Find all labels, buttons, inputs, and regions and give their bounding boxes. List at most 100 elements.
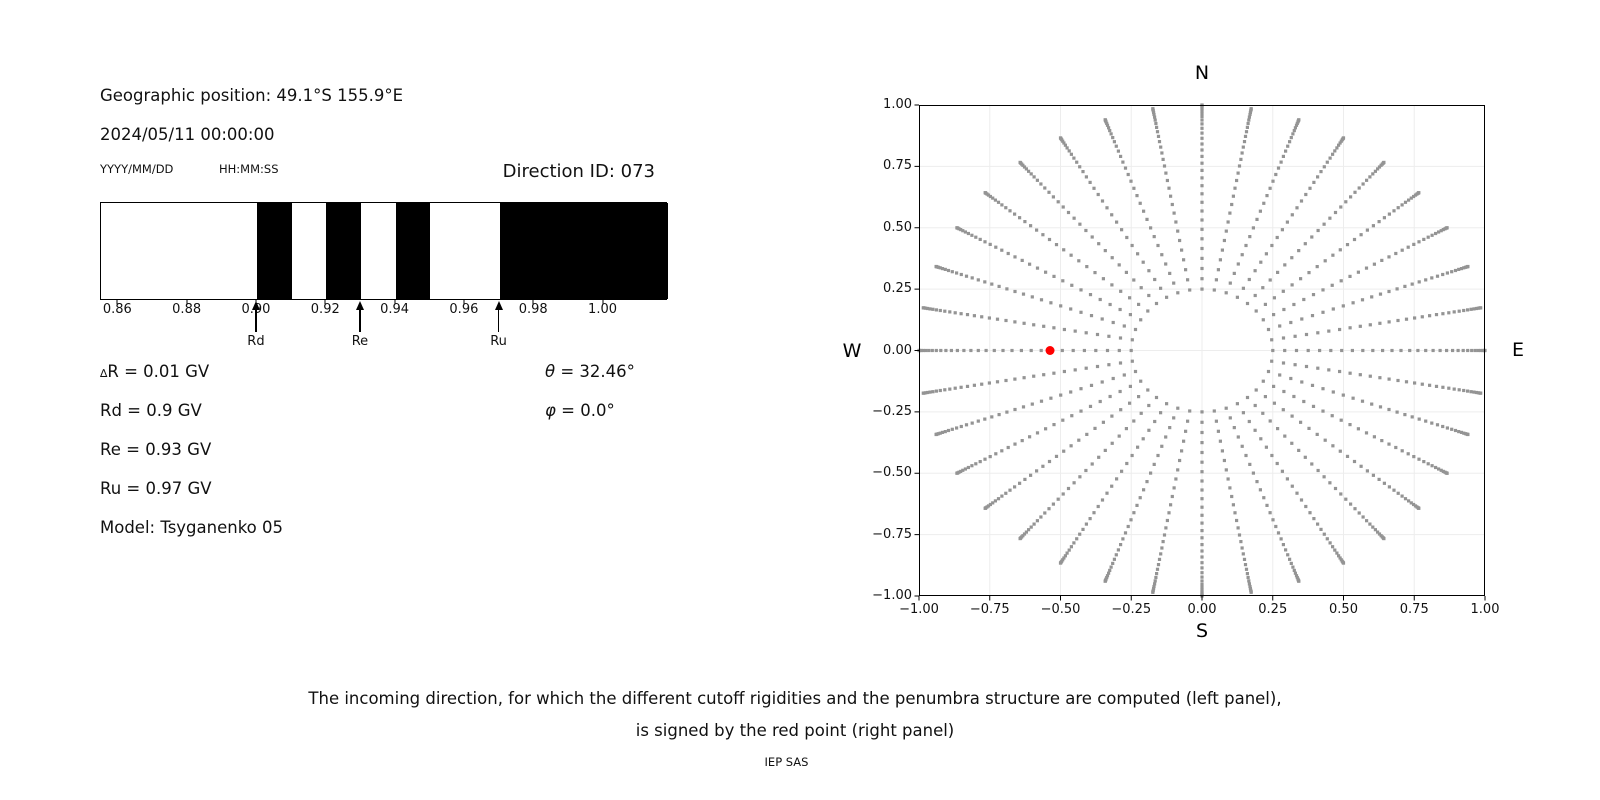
grid-dot (1356, 427, 1360, 431)
grid-dot (1125, 235, 1129, 240)
grid-dot (1027, 169, 1031, 173)
grid-dot (1147, 269, 1151, 273)
grid-dot (1135, 503, 1139, 507)
grid-dot (1013, 320, 1017, 324)
grid-dot (1108, 394, 1112, 399)
grid-dot (1255, 217, 1259, 221)
grid-dot (948, 310, 952, 314)
grid-dot (1061, 205, 1065, 209)
grid-dot (1081, 170, 1085, 174)
grid-dot (1233, 186, 1237, 190)
grid-dot (1044, 270, 1048, 274)
x-axis-tick-label: 0.96 (449, 302, 479, 317)
grid-dot (1152, 110, 1156, 115)
grid-dot (1358, 324, 1362, 328)
grid-dot (1149, 226, 1153, 230)
grid-dot (1365, 228, 1369, 232)
rd-value: Rd = 0.9 GV (100, 401, 202, 420)
grid-dot (965, 384, 970, 388)
grid-dot (1462, 308, 1466, 313)
grid-dot (955, 426, 959, 430)
grid-dot (1170, 494, 1174, 499)
grid-dot (1361, 182, 1365, 186)
grid-dot (1164, 435, 1168, 439)
grid-dot (926, 390, 930, 395)
grid-dot (1049, 396, 1053, 400)
grid-dot (1232, 426, 1236, 430)
grid-dot (943, 267, 947, 271)
grid-dot (988, 194, 992, 199)
grid-dot (1095, 364, 1100, 369)
grid-dot (948, 387, 952, 391)
grid-dot (1470, 348, 1474, 353)
grid-dot (1297, 579, 1301, 583)
grid-dot (1264, 445, 1268, 449)
grid-dot (1244, 243, 1248, 248)
grid-dot (1424, 419, 1428, 423)
grid-dot (1293, 126, 1297, 130)
grid-dot (1200, 571, 1204, 575)
grid-dot (966, 465, 970, 470)
grid-dot (1483, 348, 1487, 353)
grid-dot (1321, 310, 1325, 314)
grid-dot (1358, 373, 1362, 377)
grid-dot (1304, 364, 1309, 369)
grid-dot (1200, 126, 1204, 130)
grid-dot (1072, 541, 1076, 545)
grid-dot (983, 417, 987, 421)
grid-dot (1395, 410, 1399, 414)
grid-dot (1122, 324, 1126, 328)
grid-dot (1424, 348, 1428, 353)
grid-dot (1126, 524, 1130, 529)
grid-dot (940, 267, 945, 271)
grid-dot (1156, 243, 1160, 248)
grid-dot (1100, 380, 1104, 384)
grid-dot (1357, 186, 1361, 190)
grid-dot (1241, 286, 1245, 290)
grid-dot (1029, 348, 1033, 353)
grid-dot (1220, 449, 1224, 453)
grid-dot (1161, 157, 1165, 161)
grid-dot (1200, 410, 1204, 414)
grid-dot (1061, 279, 1065, 283)
grid-dot (1293, 334, 1297, 338)
grid-dot (1348, 423, 1352, 427)
grid-dot (940, 430, 945, 434)
grid-dot (1281, 154, 1285, 158)
cutoff-arrow-head (355, 301, 364, 310)
grid-dot (1200, 176, 1204, 180)
grid-dot (1130, 453, 1134, 458)
grid-dot (1200, 450, 1204, 455)
grid-dot (1240, 151, 1244, 155)
grid-dot (1132, 186, 1136, 190)
grid-dot (1316, 522, 1320, 526)
grid-dot (1462, 431, 1466, 435)
forbidden-band (395, 203, 431, 299)
x-axis-tick-label: −0.25 (1111, 602, 1152, 617)
grid-dot (1059, 393, 1063, 397)
grid-dot (1399, 348, 1403, 353)
grid-dot (1154, 301, 1159, 306)
grid-dot (1123, 166, 1128, 170)
grid-dot (1316, 331, 1320, 335)
grid-dot (1200, 561, 1204, 565)
grid-dot (997, 284, 1001, 288)
grid-dot (1251, 471, 1255, 475)
grid-dot (1392, 488, 1396, 492)
grid-dot (1078, 475, 1082, 479)
grid-dot (1200, 256, 1204, 260)
compass-east-label: E (1511, 339, 1524, 361)
grid-dot (963, 230, 967, 234)
grid-dot (1200, 513, 1204, 517)
grid-dot (1390, 348, 1394, 353)
grid-dot (1077, 259, 1081, 263)
grid-dot (1333, 548, 1337, 552)
grid-dot (976, 348, 980, 353)
grid-dot (1266, 327, 1271, 332)
grid-dot (1308, 186, 1312, 190)
grid-dot (1029, 525, 1033, 529)
grid-dot (964, 423, 969, 427)
credit-label: IEP SAS (764, 755, 809, 769)
compass-west-label: W (842, 340, 862, 362)
grid-dot (1337, 554, 1341, 558)
